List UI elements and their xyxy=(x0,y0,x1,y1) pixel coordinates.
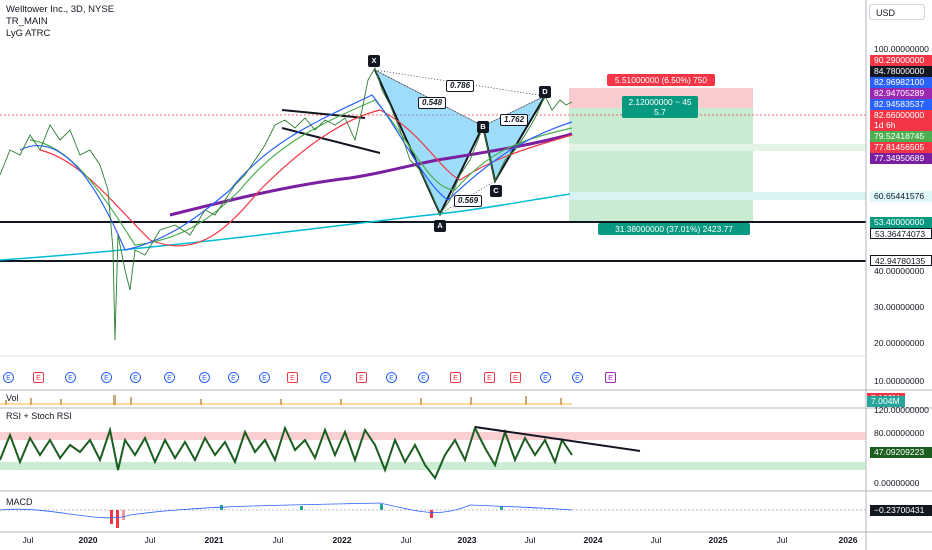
ratio-xb: 0.548 xyxy=(418,97,447,109)
earnings-event-icon[interactable]: E xyxy=(164,372,175,383)
time-label: 2025 xyxy=(708,535,728,545)
earnings-event-icon[interactable]: E xyxy=(418,372,429,383)
rsi-value: 47.09209223 xyxy=(870,447,932,458)
volume-bars xyxy=(5,395,562,405)
time-label: 2023 xyxy=(457,535,477,545)
time-label: Jul xyxy=(272,535,284,545)
price-label-ma: 82.96982100 xyxy=(870,77,932,88)
stop-loss-label[interactable]: 5.51000000 (6.50%) 750 xyxy=(607,74,715,86)
price-tick: 100.00000000 xyxy=(874,44,929,54)
rsi-pane-label[interactable]: RSI + Stoch RSI xyxy=(6,411,72,421)
price-tick: 30.00000000 xyxy=(874,302,925,312)
target-label[interactable]: 31.38000000 (37.01%) 2423.77 xyxy=(598,223,750,235)
rsi-tick-upper: 120.00000000 xyxy=(874,405,929,415)
earnings-event-icon[interactable]: E xyxy=(259,372,270,383)
ratio-ac: 0.569 xyxy=(454,195,483,207)
price-tick: 20.00000000 xyxy=(874,338,925,348)
entry-label[interactable]: 2.12000000 ~ 45 5.7 xyxy=(622,96,698,118)
macd-pane-label[interactable]: MACD xyxy=(6,497,33,507)
price-label-purple-ma: 77.34950689 xyxy=(870,153,932,164)
earnings-event-icon[interactable]: E xyxy=(3,372,14,383)
point-a-label[interactable]: A xyxy=(434,220,446,232)
time-label: 2024 xyxy=(583,535,603,545)
earnings-event-icon[interactable]: E xyxy=(510,372,521,383)
volume-pane-label[interactable]: Vol xyxy=(6,393,19,403)
time-label: 2026 xyxy=(838,535,858,545)
price-tick: 10.00000000 xyxy=(874,376,925,386)
indicator-lyg-atrc[interactable]: LyG ATRC xyxy=(6,28,51,39)
price-label-ma3: 82.94583537 xyxy=(870,99,932,110)
bar-countdown: 1d 6h xyxy=(870,120,932,131)
earnings-event-icon[interactable]: E xyxy=(484,372,495,383)
entry-line-1: 2.12000000 ~ 45 xyxy=(628,97,692,107)
rsi-divergence-line xyxy=(474,426,641,452)
earnings-event-icon[interactable]: E xyxy=(199,372,210,383)
price-label-high: 84.78000000 xyxy=(870,66,932,77)
ratio-xd: 0.786 xyxy=(446,80,475,92)
entry-line-2: 5.7 xyxy=(654,107,666,117)
rsi-tick-0: 0.00000000 xyxy=(874,478,920,488)
price-label-current: 82.66000000 xyxy=(870,110,932,121)
profit-target-zone[interactable] xyxy=(569,108,753,222)
time-label: 2021 xyxy=(204,535,224,545)
earnings-event-icon[interactable]: E xyxy=(572,372,583,383)
currency-selector[interactable]: USD xyxy=(869,4,925,20)
earnings-event-icon[interactable]: E xyxy=(130,372,141,383)
time-label: 2022 xyxy=(332,535,352,545)
point-b-label[interactable]: B xyxy=(477,121,489,133)
earnings-event-icon[interactable]: E xyxy=(356,372,367,383)
earnings-event-icon[interactable]: E xyxy=(386,372,397,383)
price-series xyxy=(0,66,573,341)
rsi-tick-80: 80.00000000 xyxy=(874,428,925,438)
price-label-green-ma: 79.52418745 xyxy=(870,131,932,142)
price-label-ma2: 82.94705289 xyxy=(870,88,932,99)
earnings-event-icon[interactable]: E xyxy=(540,372,551,383)
volume-value-2: 7.004M xyxy=(867,396,905,407)
symbol-title: Welltower Inc., 3D, NYSE xyxy=(6,4,115,15)
ma-red xyxy=(39,109,573,247)
time-label: Jul xyxy=(650,535,662,545)
point-d-label[interactable]: D xyxy=(539,86,551,98)
price-label-stop: 90.29000000 xyxy=(870,55,932,66)
cyan-zone xyxy=(569,192,866,200)
time-label: Jul xyxy=(144,535,156,545)
time-label: Jul xyxy=(524,535,536,545)
rsi-overbought-band xyxy=(0,432,866,440)
green-zone xyxy=(569,144,866,151)
earnings-event-icon[interactable]: E xyxy=(320,372,331,383)
earnings-event-icon[interactable]: E xyxy=(33,372,44,383)
earnings-event-icon[interactable]: E xyxy=(65,372,76,383)
price-tick: 40.00000000 xyxy=(874,266,925,276)
time-label: Jul xyxy=(776,535,788,545)
price-label-red-ma: 77.81456505 xyxy=(870,142,932,153)
point-x-label[interactable]: X xyxy=(368,55,380,67)
earnings-event-icon[interactable]: E xyxy=(450,372,461,383)
price-label-target: 53.40000000 xyxy=(870,217,932,228)
trendline-top xyxy=(281,109,366,119)
ratio-bd: 1.762 xyxy=(500,114,529,126)
earnings-event-icon[interactable]: E xyxy=(605,372,616,383)
earnings-event-icon[interactable]: E xyxy=(101,372,112,383)
macd-histogram xyxy=(110,504,503,528)
ma-teal-long xyxy=(0,193,571,261)
ma-green xyxy=(29,99,573,246)
time-label: Jul xyxy=(22,535,34,545)
price-label-support2: 42.94780135 xyxy=(870,255,932,266)
macd-value: −0.23700431 xyxy=(870,505,932,516)
macd-line xyxy=(0,502,573,519)
time-label: Jul xyxy=(400,535,412,545)
indicator-tr-main[interactable]: TR_MAIN xyxy=(6,16,48,27)
time-label: 2020 xyxy=(78,535,98,545)
earnings-event-icon[interactable]: E xyxy=(287,372,298,383)
price-label-teal-ma: 60.65441576 xyxy=(870,191,932,202)
price-label-support1: 53.36474073 xyxy=(870,228,932,239)
point-c-label[interactable]: C xyxy=(490,185,502,197)
ma-blue xyxy=(19,94,573,251)
earnings-event-icon[interactable]: E xyxy=(228,372,239,383)
rsi-line xyxy=(0,425,573,480)
rsi-oversold-band xyxy=(0,462,866,470)
